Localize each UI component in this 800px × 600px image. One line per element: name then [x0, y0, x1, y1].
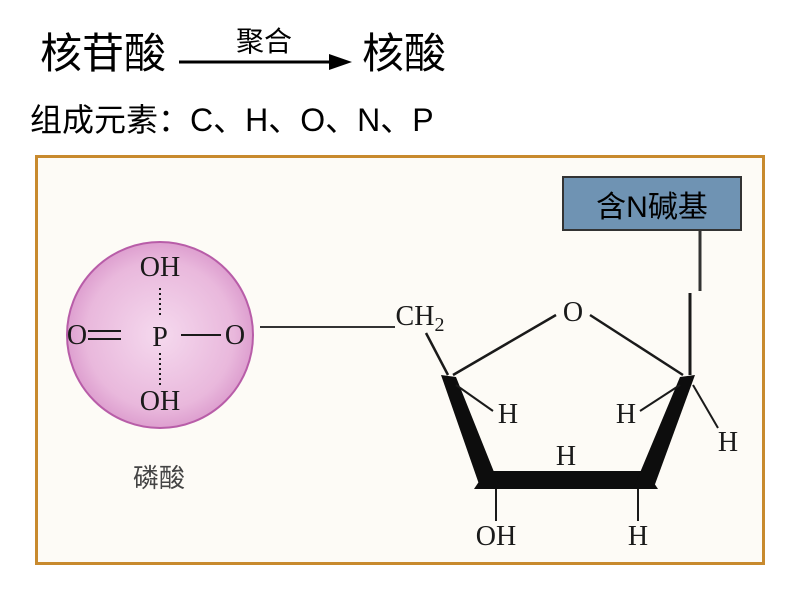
title-left: 核苷酸	[40, 20, 166, 81]
sugar-h1: H	[498, 399, 518, 430]
phosphate-group: P O O OH OH	[63, 238, 258, 433]
phosphate-oh-top: OH	[140, 252, 180, 283]
title-row: 核苷酸 聚合 核酸	[40, 20, 446, 81]
sugar-h3: H	[718, 427, 738, 458]
pentose-sugar: CH2 O H	[378, 253, 753, 553]
sugar-ch2: CH	[396, 301, 435, 332]
sugar-h5: H	[556, 441, 576, 472]
phosphate-p: P	[152, 322, 168, 353]
svg-text:CH2: CH2	[396, 301, 445, 336]
phosphate-o-right: O	[225, 320, 245, 351]
nitrogen-base-box: 含N碱基	[562, 176, 742, 231]
sugar-o: O	[563, 297, 583, 328]
phosphate-o-left: O	[67, 320, 87, 351]
phosphate-sugar-bond	[260, 326, 395, 328]
phosphate-oh-bottom: OH	[140, 386, 180, 417]
reaction-arrow: 聚合	[174, 26, 354, 76]
sugar-h4: H	[628, 521, 648, 552]
elements-line: 组成元素：C、H、O、N、P	[30, 95, 434, 141]
base-box-label: 含N碱基	[596, 182, 708, 226]
sugar-ch2-sub: 2	[434, 314, 444, 336]
title-right: 核酸	[362, 20, 446, 81]
diagram-box: P O O OH OH 磷酸 含N碱基 CH2	[35, 155, 765, 565]
phosphate-label: 磷酸	[133, 458, 185, 495]
sugar-h2: H	[616, 399, 636, 430]
sugar-oh: OH	[476, 521, 516, 552]
